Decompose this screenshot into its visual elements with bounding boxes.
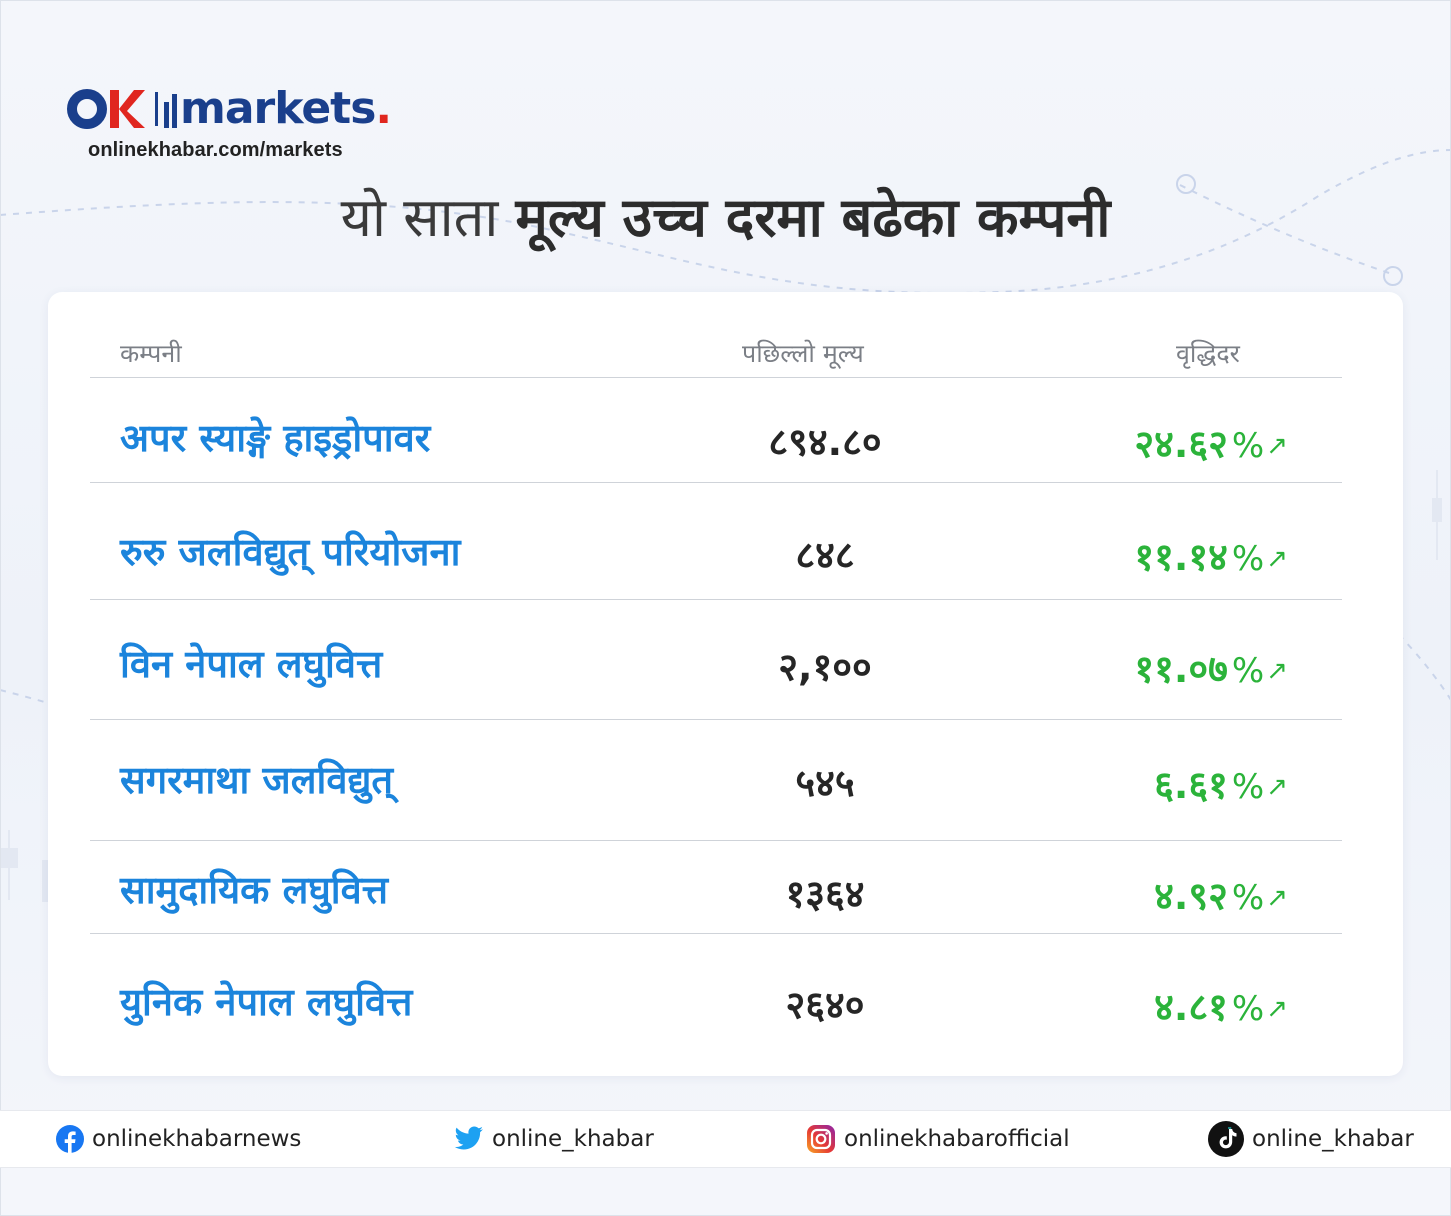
trend-up-icon: ↗ [1266, 994, 1288, 1024]
row-divider [90, 840, 1342, 841]
row-4-company: सगरमाथा जलविद्युत् [120, 758, 394, 802]
trend-up-icon: ↗ [1266, 883, 1288, 913]
column-header-price: पछिल्लो मूल्य [742, 339, 864, 368]
title-bold: मूल्य उच्च दरमा बढेका कम्पनी [515, 186, 1111, 249]
tiktok-icon [1208, 1121, 1244, 1157]
row-4-change: ६.६१ %↗ [1154, 763, 1288, 807]
row-3-change: ११.०७ %↗ [1134, 647, 1288, 691]
column-header-company: कम्पनी [120, 339, 182, 368]
row-divider [90, 719, 1342, 720]
row-1-change: २४.६२ %↗ [1134, 422, 1288, 466]
row-5-change: ४.९२ %↗ [1154, 874, 1288, 918]
page-title: यो साता मूल्य उच्च दरमा बढेका कम्पनी [0, 180, 1451, 256]
row-divider [90, 599, 1342, 600]
row-1-price: ८९४.८० [768, 420, 882, 464]
row-6-company: युनिक नेपाल लघुवित्त [120, 980, 413, 1024]
row-divider [90, 482, 1342, 483]
twitter-handle: online_khabar [492, 1126, 654, 1152]
row-5-price: १३६४ [785, 872, 865, 916]
header-divider [90, 377, 1342, 378]
row-5-company: सामुदायिक लघुवित्त [120, 868, 389, 912]
row-4-price: ५४५ [795, 761, 855, 805]
trend-up-icon: ↗ [1266, 544, 1288, 574]
row-6-price: २६४० [785, 983, 865, 1027]
instagram-icon [807, 1125, 835, 1153]
instagram-handle: onlinekhabarofficial [844, 1126, 1070, 1152]
row-3-price: २,१०० [778, 645, 872, 689]
twitter-icon [454, 1126, 483, 1150]
trend-up-icon: ↗ [1266, 656, 1288, 686]
row-divider [90, 933, 1342, 934]
social-tiktok[interactable]: online_khabar [1208, 1121, 1414, 1157]
table-card [48, 292, 1403, 1076]
title-light: यो साता [340, 186, 516, 249]
trend-up-icon: ↗ [1266, 772, 1288, 802]
site-url: onlinekhabar.com/markets [88, 139, 343, 161]
trend-up-icon: ↗ [1266, 431, 1288, 461]
tiktok-handle: online_khabar [1252, 1126, 1414, 1152]
row-2-price: ८४८ [795, 533, 855, 577]
ok-logo-icon [67, 89, 177, 129]
social-facebook[interactable]: onlinekhabarnews [56, 1123, 301, 1155]
row-6-change: ४.८१ %↗ [1154, 985, 1288, 1029]
row-3-company: विन नेपाल लघुवित्त [120, 642, 383, 686]
social-twitter[interactable]: online_khabar [454, 1123, 654, 1155]
row-2-company: रुरु जलविद्युत् परियोजना [120, 530, 461, 574]
facebook-icon [56, 1125, 84, 1153]
social-instagram[interactable]: onlinekhabarofficial [806, 1123, 1070, 1155]
column-header-change: वृद्धिदर [1176, 339, 1240, 368]
facebook-handle: onlinekhabarnews [92, 1126, 302, 1152]
logo-wordmark: markets. [180, 83, 392, 134]
row-1-company: अपर स्याङ्गे हाइड्रोपावर [120, 416, 431, 460]
row-2-change: ११.१४ %↗ [1134, 535, 1288, 579]
